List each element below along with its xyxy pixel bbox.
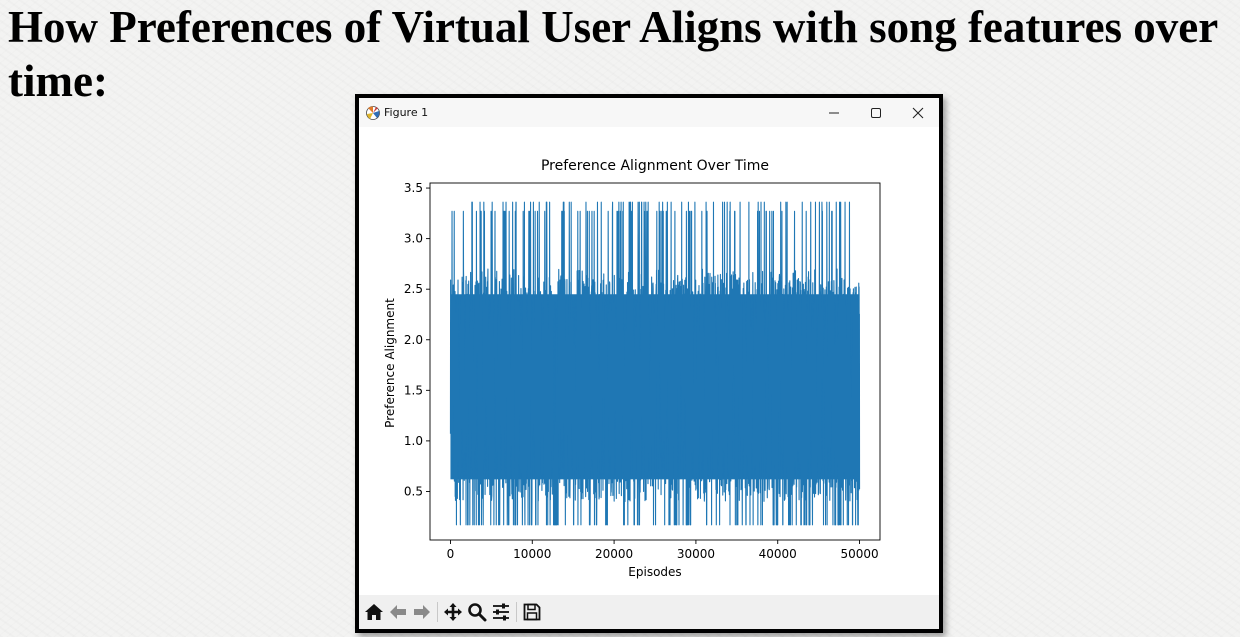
figure-window: Figure 1 Preference Alignment Over Time … [355,94,943,633]
pan-icon [444,603,462,621]
chart-title: Preference Alignment Over Time [541,158,769,174]
y-tick-label: 2.5 [404,282,423,296]
configure-subplots-button[interactable] [489,600,513,624]
save-icon [523,603,541,621]
forward-arrow-icon [414,605,430,619]
x-axis-label: Episodes [628,565,681,579]
close-button[interactable] [897,98,939,127]
slide-title: How Preferences of Virtual User Aligns w… [8,2,1218,106]
back-button[interactable] [386,600,410,624]
y-tick-label: 3.5 [404,181,423,195]
zoom-icon [468,603,487,622]
pan-button[interactable] [441,600,465,624]
y-tick-label: 2.0 [404,333,423,347]
minimize-icon [829,112,839,113]
series-layer [449,201,861,526]
y-tick-label: 1.0 [404,434,423,448]
x-tick-label: 20000 [595,547,633,561]
x-tick-label: 0 [447,547,455,561]
y-tick-label: 1.5 [404,383,423,397]
matplotlib-icon [365,105,381,121]
forward-button[interactable] [410,600,434,624]
configure-subplots-icon [493,603,509,621]
window-titlebar[interactable]: Figure 1 [359,98,939,127]
y-tick-label: 3.0 [404,232,423,246]
minimize-button[interactable] [813,98,855,127]
navigation-toolbar [359,595,939,629]
y-axis: 0.5 1.0 1.5 2.0 2.5 3.0 3.5 [404,181,430,498]
window-title: Figure 1 [384,106,429,119]
y-tick-label: 0.5 [404,484,423,498]
home-button[interactable] [362,600,386,624]
maximize-button[interactable] [855,98,897,127]
x-tick-label: 50000 [840,547,878,561]
toolbar-separator [437,602,438,622]
home-icon [365,604,383,620]
toolbar-separator [516,602,517,622]
series-line [449,201,861,526]
line-chart: Preference Alignment Over Time 0 10000 200… [383,158,881,579]
maximize-icon [871,107,881,118]
figure-canvas[interactable]: Preference Alignment Over Time 0 10000 200… [359,127,939,595]
zoom-button[interactable] [465,600,489,624]
x-axis: 0 10000 20000 30000 40000 50000 [447,540,879,561]
back-arrow-icon [390,605,406,619]
y-axis-label: Preference Alignment [383,298,397,428]
x-tick-label: 40000 [759,547,797,561]
x-tick-label: 10000 [513,547,551,561]
x-tick-label: 30000 [677,547,715,561]
close-icon [912,107,924,118]
save-button[interactable] [520,600,544,624]
plot-frame [429,182,881,541]
